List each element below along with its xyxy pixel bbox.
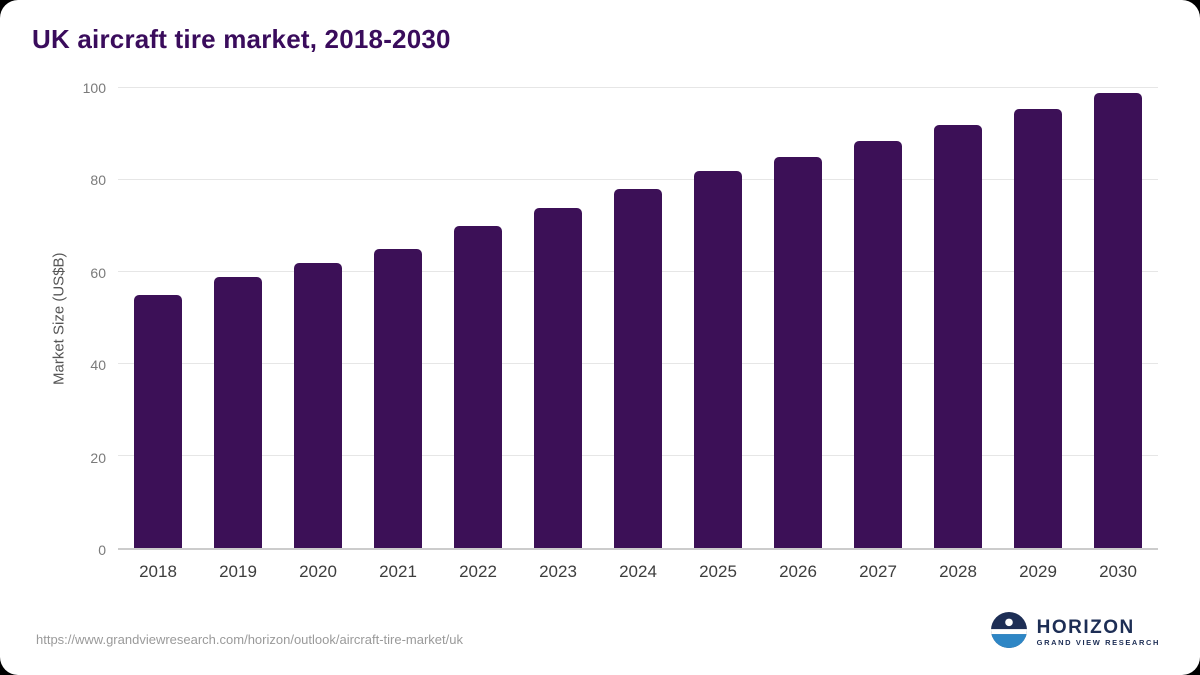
bar-2024 — [614, 189, 662, 548]
bar-slot — [678, 88, 758, 548]
bars-row — [118, 88, 1158, 548]
bar-slot — [438, 88, 518, 548]
bar-2018 — [134, 295, 182, 548]
x-tick-label: 2022 — [459, 562, 497, 581]
source-url: https://www.grandviewresearch.com/horizo… — [36, 632, 463, 647]
bar-slot — [838, 88, 918, 548]
bar-slot — [278, 88, 358, 548]
chart-body: Market Size (US$B) 0 20 40 60 80 100 — [46, 80, 1158, 558]
bar-slot — [758, 88, 838, 548]
y-tick-label: 100 — [82, 80, 106, 96]
x-tick-label: 2025 — [699, 562, 737, 581]
bar-slot — [518, 88, 598, 548]
x-tick-label: 2023 — [539, 562, 577, 581]
horizon-logo-icon — [990, 612, 1027, 653]
bar-2030 — [1094, 92, 1142, 548]
x-tick-label: 2021 — [379, 562, 417, 581]
bar-2027 — [854, 140, 902, 548]
x-axis: 2018 2019 2020 2021 2022 2023 2024 2025 2026 2027… — [46, 550, 1158, 594]
y-axis-ticks: 0 20 40 60 80 100 — [72, 80, 118, 558]
horizon-logo-text: HORIZON GRAND VIEW RESEARCH — [1037, 618, 1160, 647]
plot-area — [118, 87, 1158, 550]
x-tick-label: 2030 — [1099, 562, 1137, 581]
bar-slot — [998, 88, 1078, 548]
bar-2026 — [774, 157, 822, 548]
x-tick-label: 2020 — [299, 562, 337, 581]
y-tick-label: 20 — [90, 449, 106, 466]
chart-container: Market Size (US$B) 0 20 40 60 80 100 2018 2019… — [46, 80, 1158, 594]
x-tick-label: 2029 — [1019, 562, 1057, 581]
bar-slot — [358, 88, 438, 548]
bar-slot — [598, 88, 678, 548]
horizon-logo-name: HORIZON — [1036, 617, 1135, 639]
chart-title: UK aircraft tire market, 2018-2030 — [32, 24, 451, 54]
x-tick-label: 2026 — [779, 562, 817, 581]
horizon-logo-subtitle: GRAND VIEW RESEARCH — [1036, 637, 1160, 647]
x-tick-label: 2024 — [619, 562, 657, 581]
x-tick-label: 2028 — [939, 562, 977, 581]
y-tick-label: 0 — [98, 542, 106, 558]
bar-slot — [1078, 88, 1158, 548]
bar-2022 — [454, 226, 502, 548]
bar-slot — [118, 88, 198, 548]
bar-slot — [198, 88, 278, 548]
bar-slot — [918, 88, 998, 548]
bar-2029 — [1014, 108, 1062, 548]
bar-2025 — [694, 170, 742, 548]
gridline — [118, 87, 1158, 88]
y-tick-label: 60 — [90, 264, 106, 281]
horizon-logo: HORIZON GRAND VIEW RESEARCH — [990, 612, 1160, 653]
bar-2020 — [294, 262, 342, 548]
bar-2019 — [214, 276, 262, 548]
y-axis-label: Market Size (US$B) — [50, 252, 68, 386]
x-axis-labels: 2018 2019 2020 2021 2022 2023 2024 2025 2026 2027… — [118, 562, 1158, 582]
bar-2023 — [534, 207, 582, 548]
y-tick-label: 80 — [90, 172, 106, 189]
gridline — [118, 179, 1158, 180]
y-tick-label: 40 — [90, 357, 106, 374]
bar-2021 — [374, 249, 422, 548]
x-tick-label: 2018 — [139, 562, 177, 581]
x-tick-label: 2027 — [859, 562, 897, 581]
x-tick-label: 2019 — [219, 562, 257, 581]
bar-2028 — [934, 124, 982, 548]
